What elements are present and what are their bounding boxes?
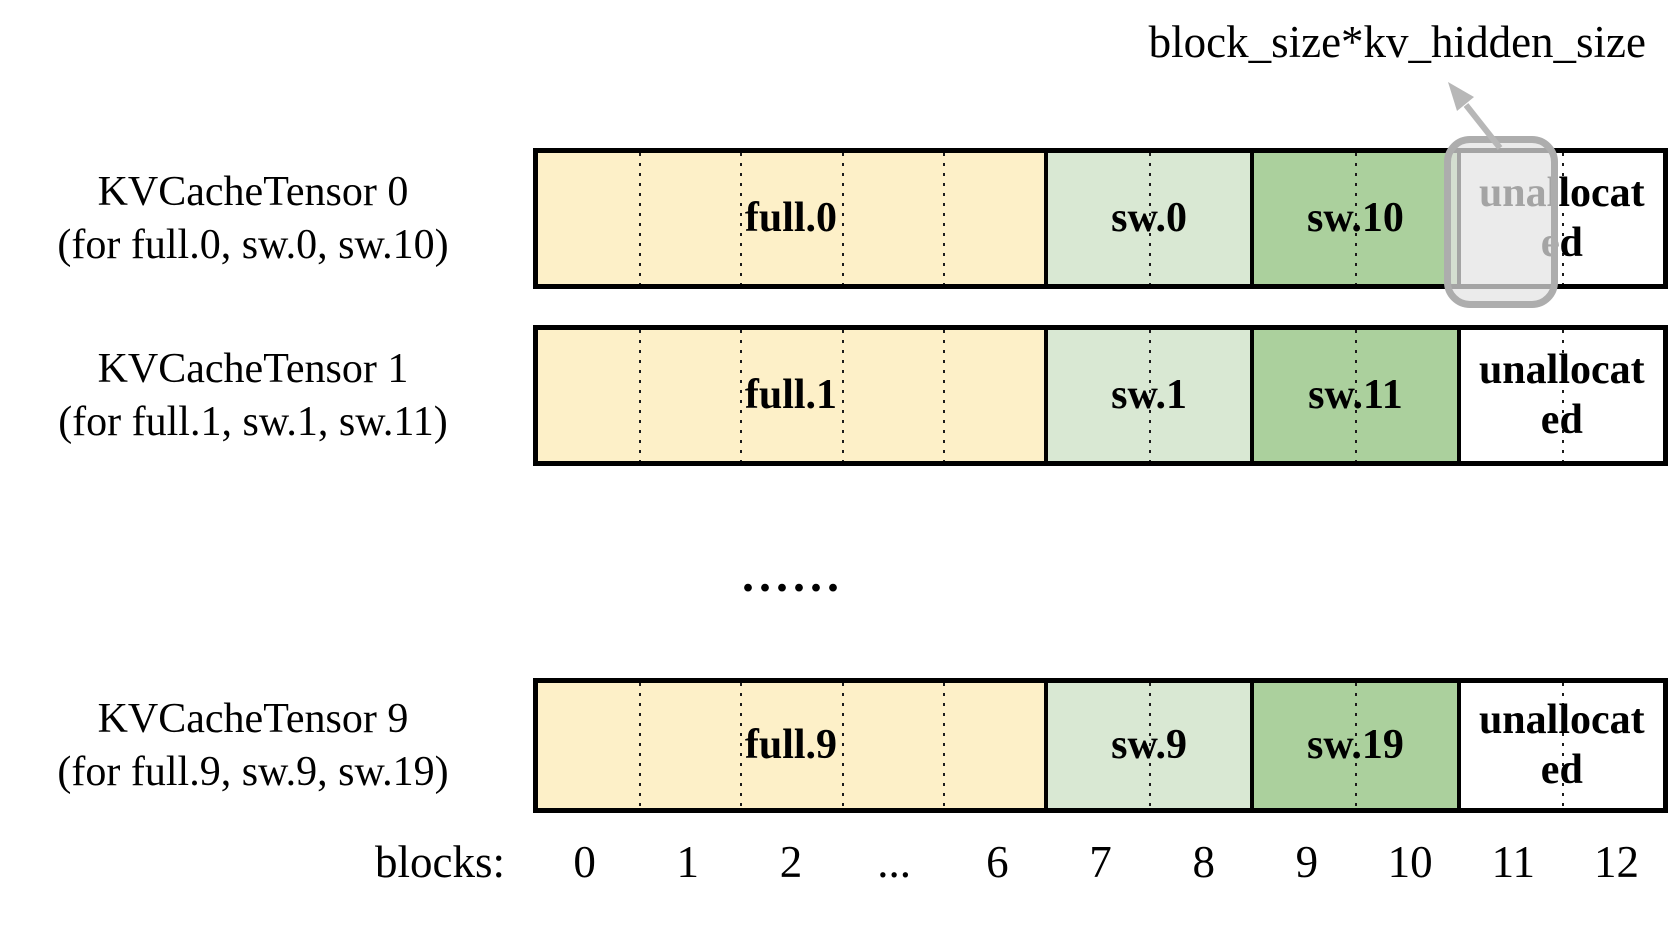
block-divider	[1355, 683, 1358, 808]
block-divider	[841, 153, 844, 284]
block-divider	[1561, 330, 1564, 461]
block-divider	[639, 330, 642, 461]
row-label-tensor-1: KVCacheTensor 1 (for full.1, sw.1, sw.11…	[0, 325, 506, 466]
tensor-9-title: KVCacheTensor 9	[97, 695, 409, 742]
block-divider	[841, 330, 844, 461]
block-divider	[942, 153, 945, 284]
segment-label: unallocated	[1478, 346, 1645, 443]
block-number: 1	[676, 837, 700, 887]
block-number: ...	[877, 837, 912, 887]
tensor-row-9: full.9 sw.9 sw.19 unallocated	[533, 678, 1668, 813]
block-divider	[740, 153, 743, 284]
tensor-0-subtitle: (for full.0, sw.0, sw.10)	[57, 221, 449, 268]
segment-label: full.1	[744, 371, 838, 418]
tensor-1-subtitle: (for full.1, sw.1, sw.11)	[58, 398, 448, 445]
highlighted-block-outline	[1444, 136, 1558, 308]
segment-label: sw.9	[1111, 721, 1188, 768]
block-divider	[1149, 330, 1152, 461]
block-divider	[1355, 330, 1358, 461]
block-divider	[740, 683, 743, 808]
segment-label: sw.11	[1308, 371, 1403, 418]
block-size-annotation: block_size*kv_hidden_size	[1148, 17, 1646, 67]
segment-label: sw.19	[1307, 721, 1404, 768]
tensor-0-title: KVCacheTensor 0	[97, 168, 409, 215]
segment-sw-19: sw.19	[1250, 683, 1457, 808]
rows-ellipsis: ......	[742, 549, 844, 602]
segment-label: sw.10	[1307, 194, 1404, 241]
segment-label: sw.0	[1111, 194, 1188, 241]
segment-full-9: full.9	[538, 683, 1044, 808]
row-label-tensor-0: KVCacheTensor 0 (for full.0, sw.0, sw.10…	[0, 148, 506, 289]
block-number: 7	[1089, 837, 1112, 887]
block-divider	[639, 683, 642, 808]
block-divider	[1149, 683, 1152, 808]
segment-unallocated-9: unallocated	[1456, 683, 1663, 808]
block-divider	[942, 683, 945, 808]
block-number-axis: 0 1 2 ... 6 7 8 9 10 11 12	[533, 836, 1668, 888]
block-number: 11	[1491, 837, 1535, 887]
segment-full-1: full.1	[538, 330, 1044, 461]
block-divider	[1149, 153, 1152, 284]
block-number: 2	[779, 837, 803, 887]
block-divider	[841, 683, 844, 808]
block-number: 0	[573, 837, 596, 887]
segment-unallocated-1: unallocated	[1456, 330, 1663, 461]
segment-label: unallocated	[1478, 696, 1645, 793]
segment-sw-0: sw.0	[1043, 153, 1251, 284]
tensor-9-subtitle: (for full.9, sw.9, sw.19)	[57, 748, 449, 795]
tensor-row-1: full.1 sw.1 sw.11 unallocated	[533, 325, 1668, 466]
segment-sw-10: sw.10	[1250, 153, 1457, 284]
block-divider	[639, 153, 642, 284]
segment-label: full.0	[744, 194, 838, 241]
block-divider	[740, 330, 743, 461]
block-number: 8	[1192, 837, 1215, 887]
segment-label: full.9	[744, 721, 838, 768]
block-divider	[1355, 153, 1358, 284]
segment-label: sw.1	[1111, 371, 1188, 418]
row-label-tensor-9: KVCacheTensor 9 (for full.9, sw.9, sw.19…	[0, 678, 506, 813]
annotation-arrow-icon	[1448, 82, 1503, 150]
block-divider	[942, 330, 945, 461]
block-number: 6	[986, 837, 1009, 887]
segment-sw-1: sw.1	[1043, 330, 1251, 461]
block-number: 12	[1593, 837, 1639, 887]
block-divider	[1561, 153, 1564, 284]
block-number: 9	[1295, 837, 1319, 887]
segment-sw-9: sw.9	[1043, 683, 1251, 808]
segment-sw-11: sw.11	[1250, 330, 1457, 461]
segment-full-0: full.0	[538, 153, 1044, 284]
tensor-1-title: KVCacheTensor 1	[97, 345, 409, 392]
blocks-axis-label: blocks:	[375, 837, 505, 887]
block-number: 10	[1387, 837, 1433, 887]
block-divider	[1561, 683, 1564, 808]
